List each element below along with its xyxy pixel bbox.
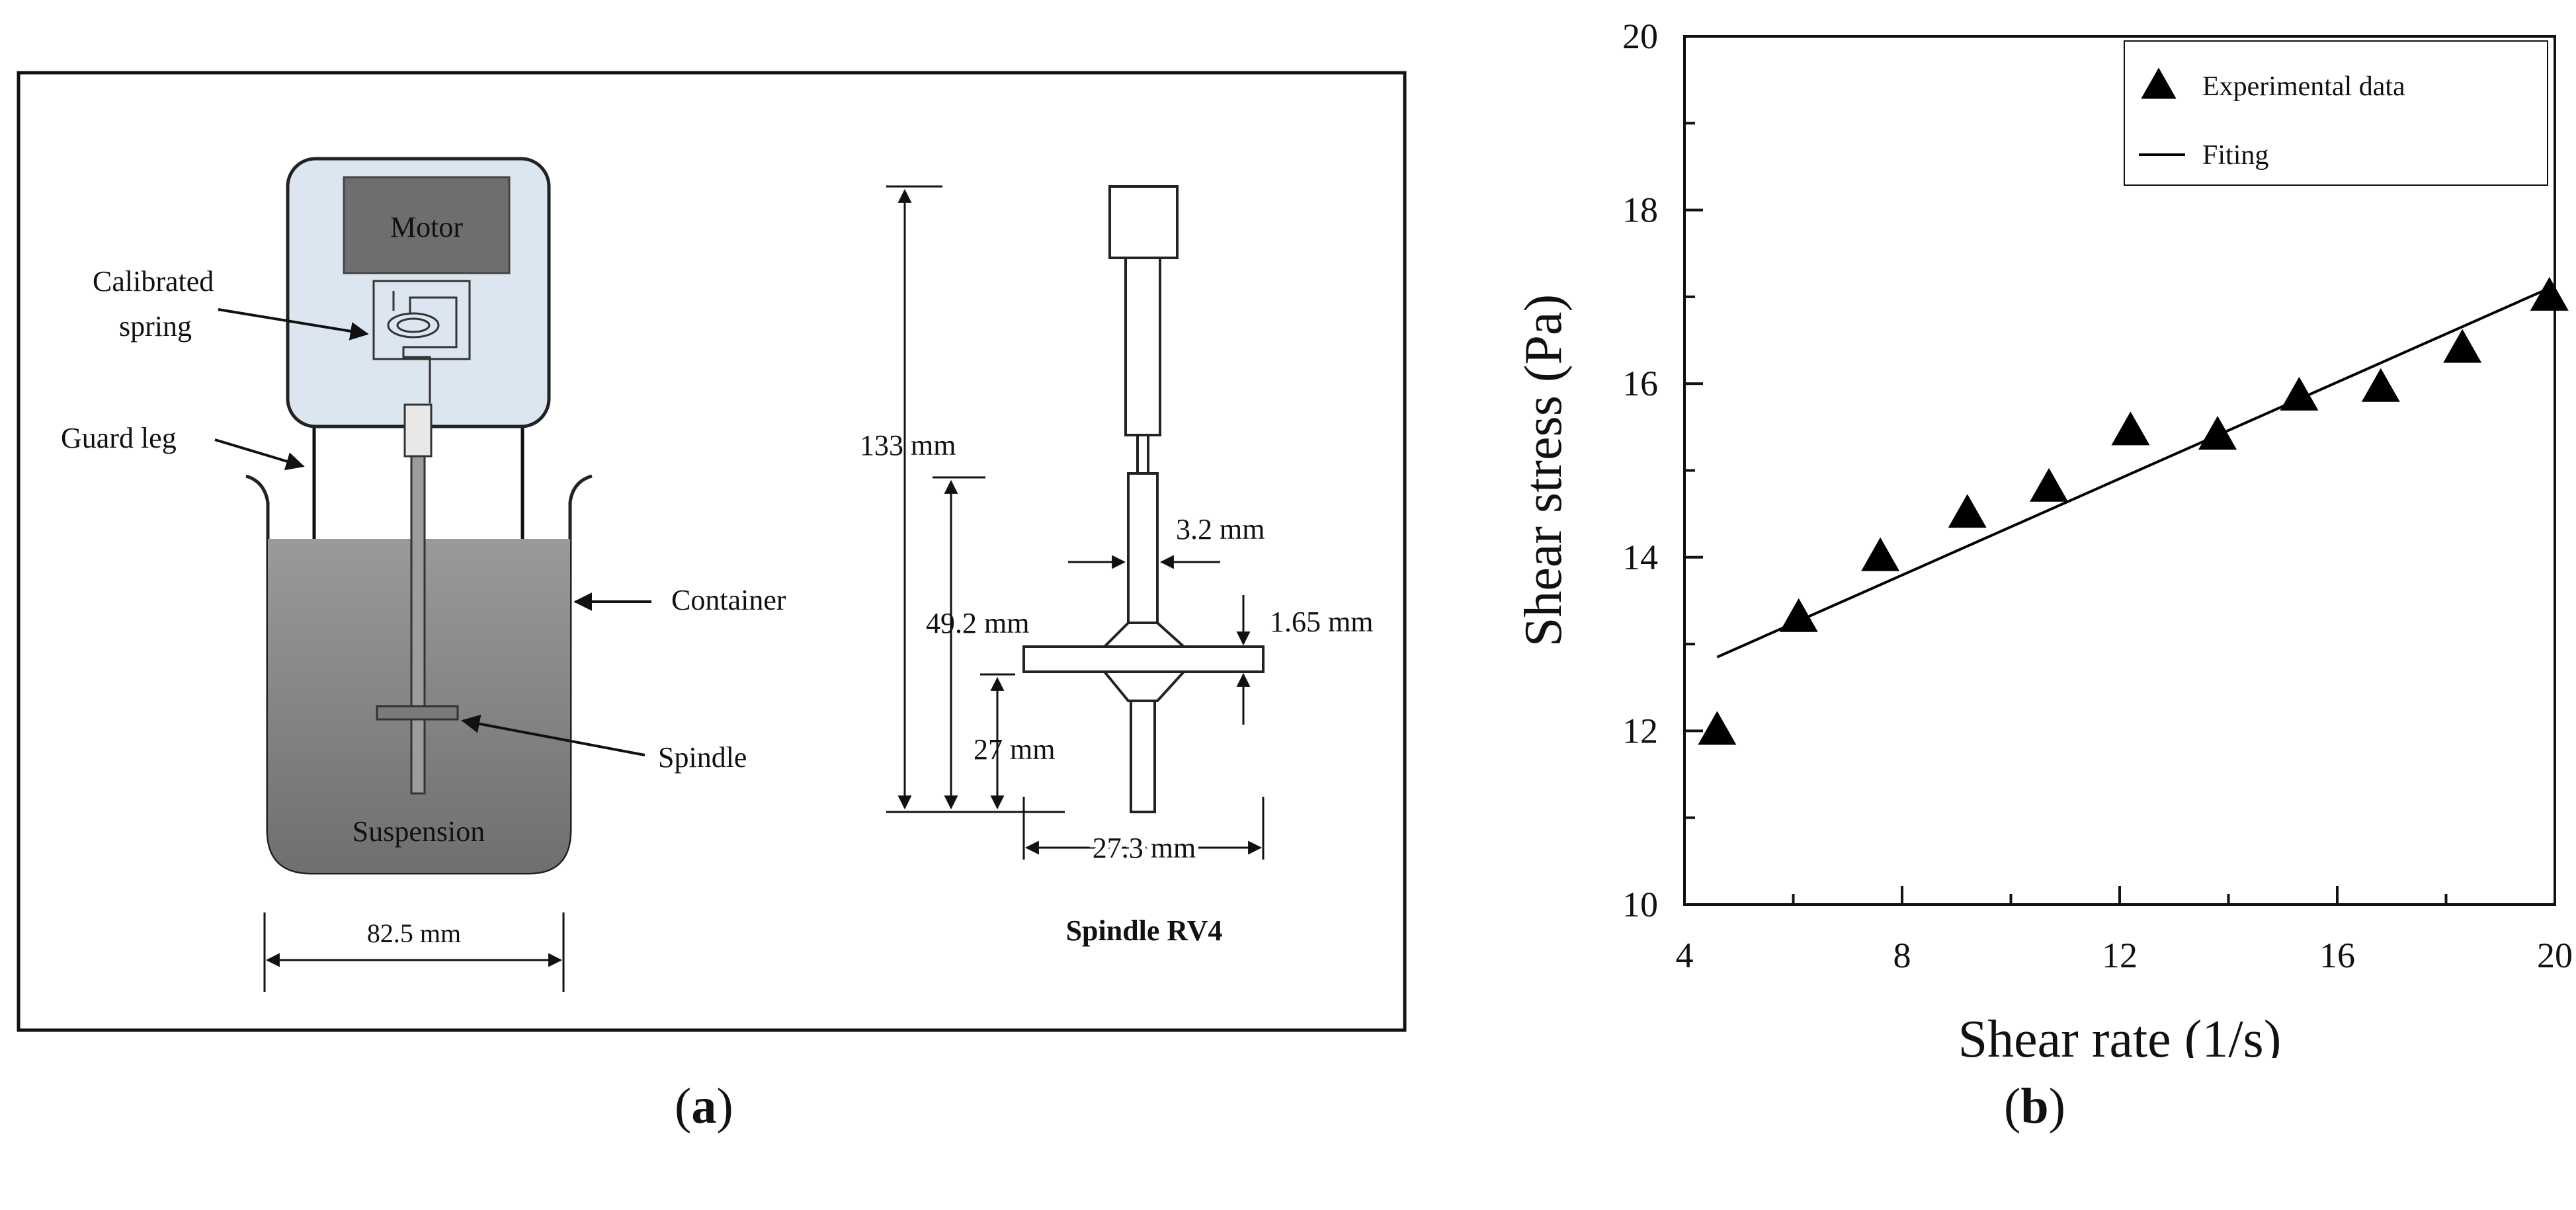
y-tick-label: 16	[1622, 364, 1658, 403]
spring-wiring	[392, 291, 458, 403]
spindle-rv4-lower-cone	[1101, 670, 1187, 702]
spindle-rv4-neck	[1136, 434, 1149, 475]
panel-a-caption: (a)	[675, 1078, 733, 1134]
container-label: Container	[671, 584, 786, 616]
data-point-triangle	[1861, 537, 1900, 571]
x-tick-label: 4	[1676, 936, 1694, 975]
x-tick-label: 20	[2537, 936, 2573, 975]
spindle-rv4-lower-shaft	[1127, 472, 1159, 624]
motor-label: Motor	[390, 211, 463, 243]
guard-leg-label: Guard leg	[61, 422, 177, 454]
spring-box	[372, 280, 471, 360]
data-point-triangle	[2443, 329, 2482, 363]
spindle-rv4-disk	[1022, 645, 1265, 673]
spring-coil-inner	[396, 317, 431, 333]
dim-27-label: 27 mm	[974, 733, 1055, 766]
x-tick-label: 16	[2319, 936, 2355, 975]
y-tick-label: 18	[1622, 190, 1658, 230]
y-tick-label: 12	[1622, 711, 1658, 750]
legend-label-experimental: Experimental data	[2202, 71, 2405, 102]
container-width-label: 82.5 mm	[367, 918, 461, 948]
dim-27-3-label: 27.3 mm	[1093, 832, 1196, 864]
data-point-triangle	[1948, 494, 1987, 528]
spindle-rv4-title: Spindle RV4	[1066, 914, 1223, 947]
data-point-triangle	[1779, 598, 1818, 632]
spindle-shaft	[410, 455, 426, 795]
spindle-rv4-tip	[1130, 700, 1156, 813]
axis-ticks: 4 8 12 16 20 10 12 14 16 18 20	[1622, 17, 2573, 975]
viscometer-diagram-panel: Motor Calibrated spring Guard leg Contai…	[0, 0, 1422, 1058]
data-point-triangle	[2198, 415, 2237, 450]
panel-b-caption: (b)	[2004, 1078, 2065, 1134]
shaft-coupling	[403, 403, 433, 458]
panel-a-letter: a	[691, 1078, 717, 1134]
calibrated-label-line2: spring	[119, 310, 192, 343]
dim-133-label: 133 mm	[860, 429, 956, 462]
diagram-frame	[17, 71, 1407, 1032]
spring-coil	[387, 312, 440, 339]
shear-chart-panel: 4 8 12 16 20 10 12 14 16 18 20 Shear rate (1/s) Sh…	[1422, 0, 2576, 1210]
spindle-rv4-upper-shaft	[1124, 257, 1161, 436]
suspension-label: Suspension	[353, 815, 485, 848]
shear-stress-chart: 4 8 12 16 20 10 12 14 16 18 20 Shear rate (1/s) Sh…	[1515, 17, 2573, 1069]
y-tick-label: 14	[1622, 538, 1658, 577]
viscometer-diagram: Motor Calibrated spring Guard leg Contai…	[17, 71, 1407, 1032]
spindle-pointer	[461, 714, 645, 756]
x-tick-label: 8	[1893, 936, 1911, 975]
motor-block	[343, 176, 511, 274]
legend-label-fitting: Fiting	[2202, 140, 2268, 171]
data-point-triangle	[2111, 411, 2150, 446]
y-tick-label: 10	[1622, 885, 1658, 924]
data-point-triangle	[2030, 467, 2069, 502]
dim-1-65-label: 1.65 mm	[1270, 606, 1373, 638]
calibrated-label-line1: Calibrated	[93, 265, 214, 298]
data-point-triangle	[2280, 376, 2319, 411]
data-point-triangle	[2530, 276, 2569, 311]
legend-box	[2124, 40, 2548, 186]
dim-49-label: 49.2 mm	[926, 607, 1029, 639]
spindle-label: Spindle	[658, 741, 747, 774]
data-point-triangle	[1698, 711, 1737, 745]
panel-b-letter: b	[2020, 1078, 2049, 1134]
x-tick-label: 12	[2102, 936, 2138, 975]
y-axis-title: Shear stress (Pa)	[1515, 294, 1573, 647]
data-series	[1698, 276, 2569, 745]
y-tick-label: 20	[1622, 17, 1658, 56]
data-point-triangle	[2361, 368, 2400, 402]
chart-legend: Experimental data Fiting	[2124, 40, 2548, 186]
spindle-disk	[376, 705, 459, 721]
x-axis-title: Shear rate (1/s)	[1958, 1010, 2282, 1058]
dim-3-2-label: 3.2 mm	[1176, 513, 1265, 545]
spring-pointer	[218, 308, 369, 341]
spindle-rv4-head	[1108, 185, 1179, 259]
fitting-line	[1716, 286, 2550, 659]
legend-triangle-marker	[2141, 67, 2177, 99]
guard-leg-pointer	[214, 438, 305, 471]
